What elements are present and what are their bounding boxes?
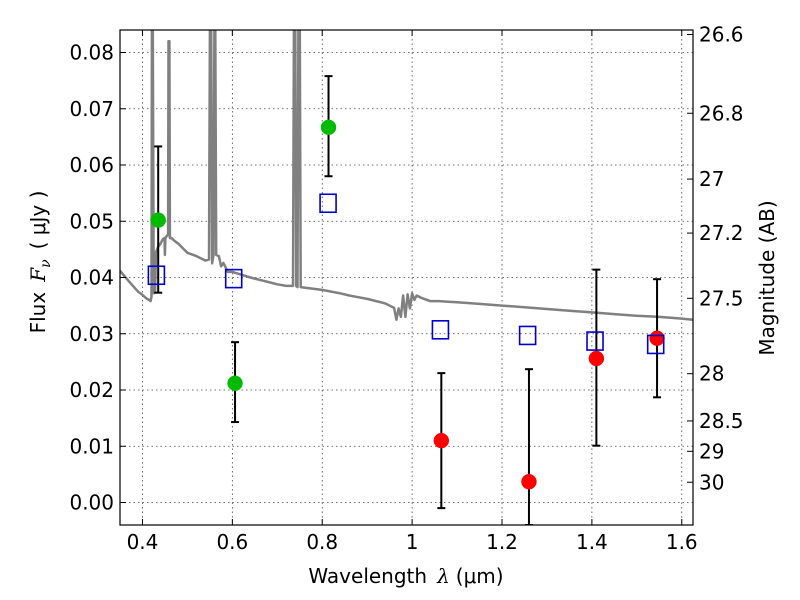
- y-tick-label: 0.08: [69, 41, 114, 65]
- y2-tick-label: 27.2: [699, 221, 744, 245]
- x-tick-label: 0.4: [127, 530, 159, 554]
- y-tick-label: 0.07: [69, 97, 114, 121]
- tick-layer: 0.4 0.6 0.8 1 1.2 1.4 1.6 0.00 0.01 0.02 0.03 0.04 0…: [69, 23, 743, 555]
- model-square-point: [646, 334, 665, 355]
- y2-tick-label: 27.5: [699, 286, 744, 310]
- x-tick-label: 1.4: [576, 530, 608, 554]
- x-tick-label: 0.8: [306, 530, 338, 554]
- data-point: [588, 350, 605, 367]
- data-point: [433, 432, 450, 449]
- data-point: [649, 330, 665, 346]
- y2-tick-label: 28: [699, 362, 724, 386]
- data-point: [521, 473, 537, 490]
- y2-tick-label: 26.6: [699, 23, 744, 47]
- x-tick-label: 1: [406, 530, 419, 554]
- x-axis-title-prefix: Wavelength: [308, 564, 427, 588]
- y-tick-label: 0.05: [69, 209, 114, 233]
- y-tick-label: 0.00: [69, 491, 114, 515]
- y-axis-title: Flux Fν ( μJy ): [26, 191, 54, 334]
- y-tick-label: 0.06: [69, 153, 114, 177]
- y-axis-title-subscript: ν: [38, 259, 54, 268]
- model-square-point: [518, 325, 537, 346]
- x-axis-title: Wavelength λ (μm): [308, 564, 503, 588]
- model-square-point: [147, 265, 166, 286]
- y2-tick-label: 28.5: [699, 409, 744, 433]
- y2-tick-label: 26.8: [699, 101, 744, 125]
- x-tick-label: 1.6: [666, 530, 698, 554]
- y-tick-label: 0.03: [69, 322, 114, 346]
- y-axis-title-unit: ( μJy ): [26, 191, 50, 250]
- x-tick-label: 1.2: [486, 530, 518, 554]
- y-tick-label: 0.04: [69, 266, 114, 290]
- y2-tick-label: 27: [699, 167, 724, 191]
- data-point: [150, 212, 166, 228]
- data-point: [320, 119, 337, 136]
- marker-layer: [147, 119, 665, 490]
- x-axis-title-unit: (μm): [456, 564, 504, 588]
- data-point: [227, 375, 243, 391]
- model-square-point: [224, 268, 243, 289]
- y-axis-title-symbol: F: [26, 267, 50, 283]
- spectrum-line: [120, 30, 693, 321]
- model-square-point: [319, 193, 337, 214]
- y2-tick-label: 30: [699, 470, 724, 494]
- spectrum-layer: [120, 30, 693, 321]
- y-tick-label: 0.01: [69, 434, 114, 458]
- x-axis-title-symbol: λ: [436, 564, 450, 588]
- x-tick-label: 0.6: [216, 530, 248, 554]
- y-axis-title-prefix: Flux: [26, 292, 50, 334]
- model-square-point: [586, 331, 604, 351]
- y2-tick-label: 29: [699, 439, 724, 463]
- y-tick-label: 0.02: [69, 378, 114, 402]
- model-square-point: [431, 320, 450, 340]
- y2-axis-title: Magnitude (AB): [755, 200, 779, 355]
